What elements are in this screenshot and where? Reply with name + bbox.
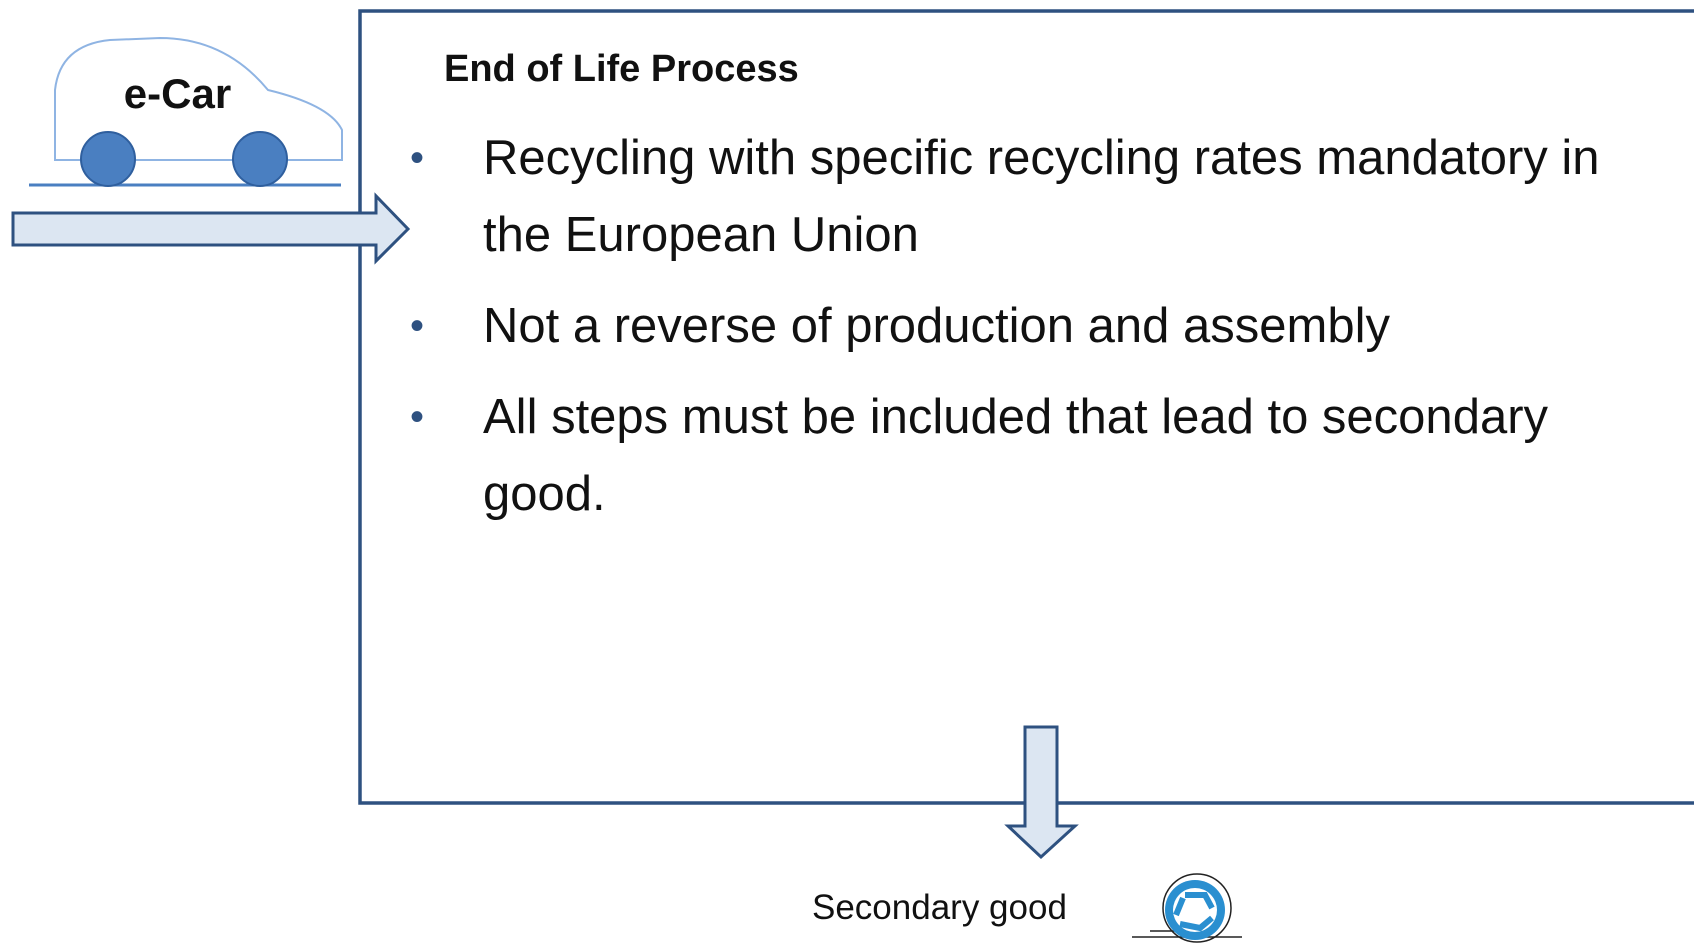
output-arrow bbox=[1004, 725, 1079, 860]
bullet: Not a reverse of production and assembly bbox=[0, 288, 1633, 365]
recycle-icon bbox=[1132, 873, 1242, 943]
output-label: Secondary good bbox=[812, 888, 1067, 927]
car-body bbox=[54, 36, 343, 161]
bullet-list: Recycling with specific recycling rates … bbox=[0, 120, 1633, 547]
bullet: Recycling with specific recycling rates … bbox=[0, 120, 1633, 274]
bullet: All steps must be included that lead to … bbox=[0, 379, 1633, 533]
process-title: End of Life Process bbox=[444, 48, 799, 90]
car-label: e-Car bbox=[123, 70, 232, 117]
